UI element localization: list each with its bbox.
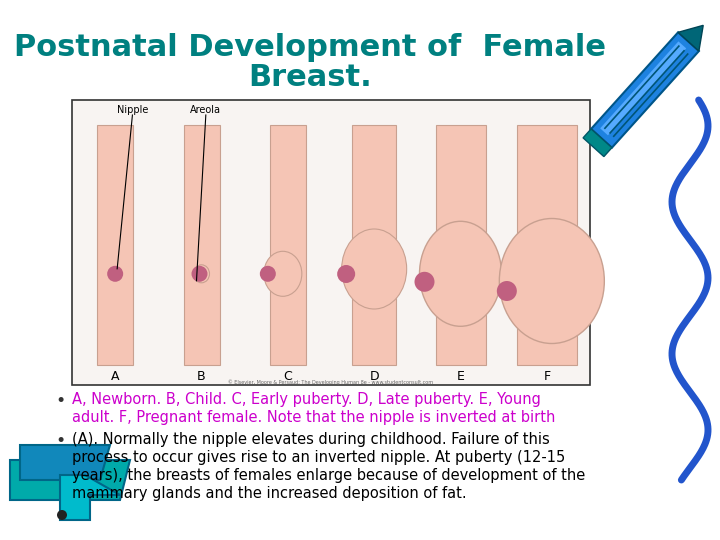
Text: years), the breasts of females enlarge because of development of the: years), the breasts of females enlarge b…	[72, 468, 585, 483]
Text: B: B	[197, 370, 206, 383]
Circle shape	[415, 272, 434, 292]
Text: A, Newborn. B, Child. C, Early puberty. D, Late puberty. E, Young: A, Newborn. B, Child. C, Early puberty. …	[72, 392, 541, 407]
Polygon shape	[270, 125, 306, 365]
Text: Postnatal Development of  Female: Postnatal Development of Female	[14, 33, 606, 63]
Circle shape	[107, 266, 123, 282]
Polygon shape	[60, 475, 120, 520]
Polygon shape	[436, 125, 485, 365]
Polygon shape	[184, 125, 220, 365]
Circle shape	[57, 510, 67, 520]
Polygon shape	[517, 125, 577, 365]
Polygon shape	[97, 125, 133, 365]
FancyBboxPatch shape	[72, 100, 590, 385]
Polygon shape	[352, 125, 396, 365]
Ellipse shape	[342, 229, 407, 309]
Circle shape	[192, 266, 207, 282]
Ellipse shape	[194, 265, 210, 283]
Text: •: •	[55, 392, 66, 410]
Text: Areola: Areola	[190, 105, 221, 115]
Polygon shape	[10, 460, 130, 500]
Text: D: D	[369, 370, 379, 383]
Text: (A). Normally the nipple elevates during childhood. Failure of this: (A). Normally the nipple elevates during…	[72, 432, 550, 447]
Circle shape	[497, 281, 517, 301]
Circle shape	[260, 266, 276, 282]
Text: © Elsevier, Moore & Persaud: The Developing Human 8e - www.studentconsult.com: © Elsevier, Moore & Persaud: The Develop…	[228, 379, 433, 385]
Polygon shape	[600, 42, 686, 136]
Ellipse shape	[264, 251, 302, 296]
Polygon shape	[583, 129, 612, 157]
Text: Breast.: Breast.	[248, 64, 372, 92]
Polygon shape	[591, 32, 699, 147]
Text: mammary glands and the increased deposition of fat.: mammary glands and the increased deposit…	[72, 486, 467, 501]
Text: Nipple: Nipple	[117, 105, 148, 115]
Text: adult. F, Pregnant female. Note that the nipple is inverted at birth: adult. F, Pregnant female. Note that the…	[72, 410, 555, 425]
Polygon shape	[678, 25, 703, 51]
Text: •: •	[55, 432, 66, 450]
Text: F: F	[544, 370, 550, 383]
Ellipse shape	[420, 221, 502, 326]
Polygon shape	[20, 445, 110, 480]
Text: E: E	[456, 370, 464, 383]
Text: A: A	[111, 370, 120, 383]
Text: process to occur gives rise to an inverted nipple. At puberty (12-15: process to occur gives rise to an invert…	[72, 450, 565, 465]
Circle shape	[337, 265, 355, 283]
Ellipse shape	[500, 219, 604, 343]
Text: C: C	[284, 370, 292, 383]
